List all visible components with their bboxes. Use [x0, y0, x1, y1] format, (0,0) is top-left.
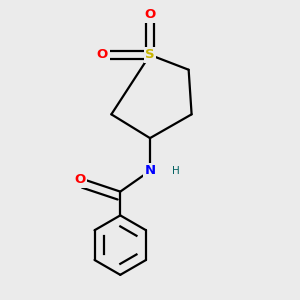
Text: H: H [172, 166, 180, 176]
Text: O: O [74, 173, 86, 186]
Text: O: O [97, 48, 108, 62]
Text: S: S [145, 48, 155, 62]
Text: O: O [144, 8, 156, 21]
Text: N: N [144, 164, 156, 177]
